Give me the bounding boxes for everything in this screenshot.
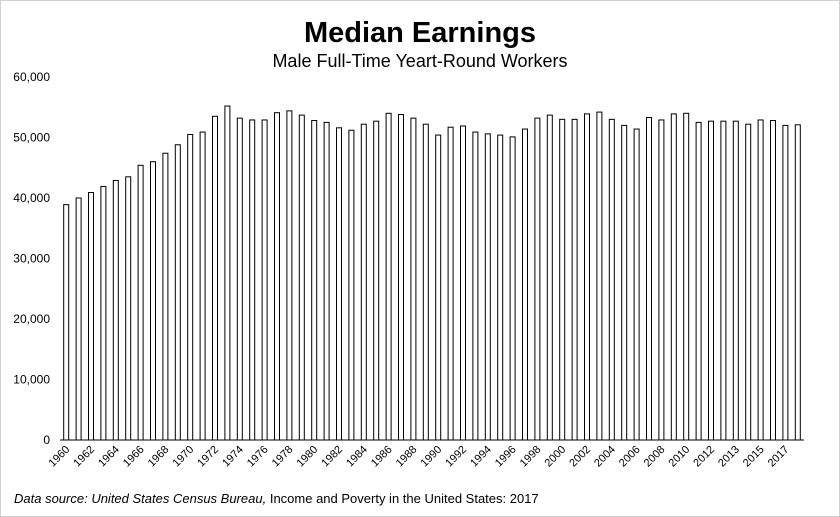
bar [683, 112, 690, 441]
bar [708, 120, 714, 441]
bar [621, 124, 628, 441]
y-tick-label: 10,000 [13, 373, 50, 387]
bar [522, 128, 528, 441]
bar [633, 128, 640, 441]
bar [311, 120, 318, 441]
bar [435, 134, 442, 441]
bar [112, 179, 119, 441]
bar [472, 131, 479, 441]
source-title: Income and Poverty in the United States:… [270, 491, 539, 506]
bar [373, 120, 380, 441]
bar [484, 133, 491, 441]
bar [162, 152, 169, 441]
bar [584, 113, 590, 441]
bar [336, 127, 342, 441]
y-tick-label: 20,000 [13, 312, 50, 326]
bar [782, 124, 789, 441]
bar [794, 124, 801, 441]
bar [249, 119, 256, 441]
source: Data source: United States Census Bureau… [14, 491, 266, 506]
bar [422, 123, 429, 441]
bar [559, 118, 566, 441]
bar [261, 119, 268, 441]
bar [150, 161, 156, 441]
bar [447, 126, 454, 441]
bar [236, 117, 243, 441]
bar [187, 133, 194, 441]
bar [398, 114, 404, 441]
bar [360, 123, 367, 441]
bar [509, 136, 516, 441]
y-tick-label: 0 [43, 433, 50, 447]
bar [125, 176, 132, 441]
bar [732, 120, 739, 441]
bar [212, 115, 218, 441]
bar [286, 110, 293, 441]
bar [460, 125, 466, 441]
bar [745, 123, 752, 441]
bar [596, 111, 603, 441]
bar [546, 114, 553, 441]
bar [100, 186, 107, 441]
bar [608, 118, 615, 441]
bar [63, 204, 70, 441]
bar [757, 119, 764, 441]
bar [770, 120, 776, 441]
bar [88, 192, 94, 441]
bar [658, 119, 665, 441]
chart-subtitle: Male Full-Time Yeart-Round Workers [272, 51, 567, 71]
bar [298, 114, 305, 441]
bar [534, 117, 541, 441]
bar [174, 144, 181, 441]
bar [199, 131, 206, 441]
y-tick-label: 30,000 [13, 252, 50, 266]
bar [323, 121, 330, 441]
y-tick-label: 50,000 [13, 131, 50, 145]
bar [224, 105, 231, 441]
bar [385, 112, 392, 441]
bar [571, 118, 578, 441]
bar [646, 117, 652, 441]
bar [497, 134, 504, 441]
bar [348, 129, 355, 441]
y-tick-label: 40,000 [13, 191, 50, 205]
bar [274, 112, 280, 441]
bar [720, 120, 727, 441]
bar [670, 113, 677, 441]
source-note: Data source: United States Census Bureau… [14, 491, 539, 506]
chart-title: Median Earnings [304, 17, 536, 49]
bar [75, 197, 82, 441]
y-tick-label: 60,000 [13, 70, 50, 84]
bar [410, 117, 417, 441]
bar [695, 121, 702, 441]
bar [137, 164, 144, 441]
